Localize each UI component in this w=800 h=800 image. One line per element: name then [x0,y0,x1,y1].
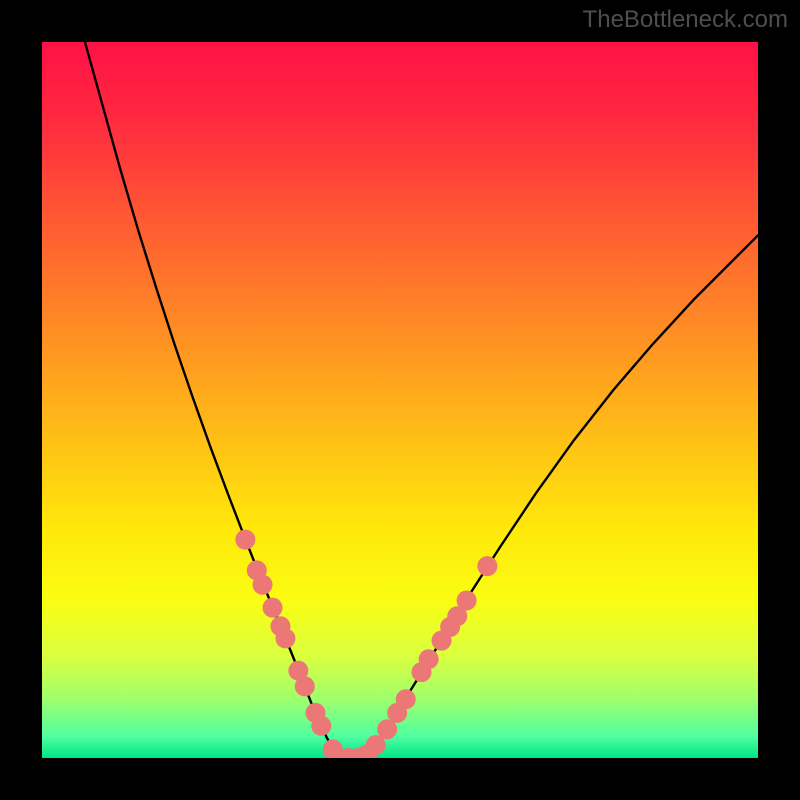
datapoint [253,575,273,595]
chart-frame: TheBottleneck.com [0,0,800,800]
datapoint [311,716,331,736]
datapoint [457,590,477,610]
plot-area [42,42,758,758]
curve-layer [42,42,758,758]
datapoints-group [235,530,497,758]
datapoint [295,676,315,696]
bottleneck-curve [85,42,758,758]
datapoint [235,530,255,550]
datapoint [263,598,283,618]
watermark-text: TheBottleneck.com [583,6,788,34]
datapoint [419,649,439,669]
datapoint [396,689,416,709]
datapoint [477,556,497,576]
datapoint [275,628,295,648]
